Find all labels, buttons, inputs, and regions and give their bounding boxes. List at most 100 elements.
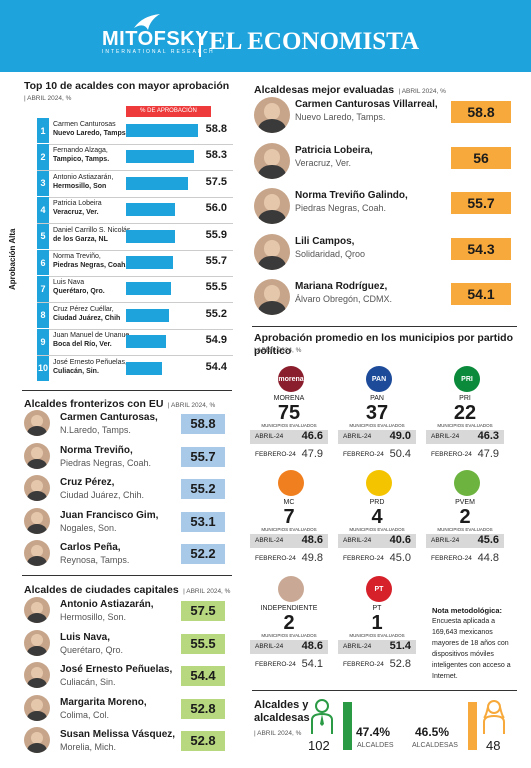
avatar	[254, 233, 290, 270]
top10-subtitle: | ABRIL 2024, %	[24, 95, 72, 102]
avatar	[24, 540, 50, 566]
bird-logo-icon	[134, 14, 160, 30]
party-count: 7	[283, 506, 295, 528]
abril-row: ABRIL-24 45.6	[426, 534, 504, 548]
person-name: Cruz Pérez,	[60, 477, 115, 488]
row-divider	[37, 249, 233, 251]
nota-title: Nota metodológica:	[432, 606, 503, 615]
top10-name: Luis Nava Querétaro, Qro.	[53, 278, 105, 296]
top10-name: Carmen Canturosas Nuevo Laredo, Tamps.	[53, 120, 128, 138]
person-name: Norma Treviño,	[60, 444, 133, 456]
febrero-value: 49.8	[301, 552, 323, 564]
party-logo-icon: PRI	[454, 366, 480, 392]
avatar	[24, 662, 50, 688]
avatar	[254, 97, 290, 133]
municipios-label: MUNICIPIOS EVALUADOS	[349, 423, 405, 428]
bar	[126, 150, 195, 164]
party-count: 2	[283, 612, 295, 634]
value-box: 52.2	[181, 544, 225, 564]
person-city: Reynosa, Tamps.	[60, 555, 130, 565]
person-city: Piedras Negras, Coah.	[60, 457, 152, 468]
avatar	[24, 442, 50, 469]
divider	[22, 390, 232, 391]
value-box: 52.8	[181, 698, 225, 719]
febrero-row: FEBRERO-24 47.9	[426, 448, 504, 462]
abril-value: 48.6	[301, 640, 323, 652]
name-line1: Norma Treviño,	[53, 253, 101, 260]
febrero-row: FEBRERO-24 45.0	[338, 552, 416, 566]
febrero-row: FEBRERO-24 52.8	[338, 658, 416, 672]
rank-badge: 1	[37, 118, 49, 144]
mitofsky-logo: MITOFSKY INTERNATIONAL RESEARCH	[102, 28, 215, 55]
bar-value: 58.3	[205, 149, 227, 162]
person-city: Culiacán, Sin.	[60, 677, 116, 687]
rank-badge: 5	[37, 223, 49, 249]
febrero-value: 44.8	[477, 552, 499, 564]
bar-value: 55.9	[205, 228, 227, 241]
person-name: Juan Francisco Gim,	[60, 509, 159, 521]
person-name: Mariana Rodríguez,	[295, 281, 388, 292]
row-divider	[37, 328, 233, 330]
bar	[126, 124, 199, 137]
party-logo-icon: PT	[366, 576, 392, 602]
party-name: MC	[283, 499, 295, 506]
rank-badge: 6	[37, 250, 49, 276]
top10-title: Top 10 de acaldes con mayor aprobación	[24, 80, 230, 92]
divider	[252, 690, 517, 691]
avatar	[24, 629, 50, 656]
bar	[126, 229, 175, 243]
person-city: Álvaro Obregón, CDMX.	[295, 294, 393, 304]
abril-label: ABRIL-24	[255, 537, 284, 544]
name-line1: Luis Nava	[53, 279, 85, 287]
value-box: 56	[451, 146, 511, 169]
value-box: 52.8	[181, 731, 225, 751]
alcaldes-count: 102	[308, 738, 330, 753]
row-divider	[37, 302, 233, 304]
value-box: 53.1	[181, 511, 225, 532]
person-city: Colima, Col.	[60, 709, 110, 720]
alcaldes-label: ALCALDES	[357, 742, 394, 749]
value-box: 54.4	[181, 666, 225, 686]
name-line1: Juan Manuel de Unanue,	[53, 332, 132, 340]
top10-name: Daniel Carrillo S. Nicolás de los Garza, …	[53, 226, 130, 244]
municipios-label: MUNICIPIOS EVALUADOS	[261, 423, 317, 428]
name-line1: Patricia Lobeira	[53, 200, 102, 208]
value-box: 55.2	[181, 479, 225, 499]
abril-value: 46.3	[477, 430, 499, 442]
rank-badge: 9	[37, 329, 49, 355]
top10-name: Fernando Alzaga, Tampico, Tamps.	[53, 146, 109, 164]
partidos-title: Aprobación promedio en los municipios po…	[254, 332, 514, 357]
top10-name: Cruz Pérez Cuéllar, Ciudad Juárez, Chih	[53, 305, 120, 323]
febrero-value: 54.1	[301, 658, 323, 670]
name-line2: de los Garza, NL	[53, 235, 108, 243]
rank-badge: 8	[37, 302, 49, 329]
alcaldesas-label: ALCALDESAS	[412, 742, 458, 749]
alcaldesas-title: Alcaldesas mejor evaluadas | ABRIL 2024,…	[254, 84, 446, 96]
header-banner: MITOFSKY INTERNATIONAL RESEARCH EL ECONOM…	[0, 0, 531, 72]
person-name: Luis Nava,	[60, 631, 111, 643]
avatar	[254, 142, 290, 179]
party-logo-icon: PAN	[366, 366, 392, 392]
party-logo-icon	[278, 576, 304, 602]
abril-row: ABRIL-24 46.3	[426, 430, 504, 444]
abril-value: 49.0	[389, 430, 411, 442]
bar-value: 55.5	[205, 281, 227, 294]
person-city: N.Laredo, Tamps.	[60, 425, 131, 435]
person-name: Norma Treviño Galindo,	[295, 190, 408, 201]
alcaldes-pct: 47.4%	[356, 725, 391, 739]
municipios-label: MUNICIPIOS EVALUADOS	[437, 527, 493, 532]
abril-label: ABRIL-24	[343, 433, 372, 440]
abril-row: ABRIL-24 49.0	[338, 430, 416, 444]
abril-row: ABRIL-24 46.6	[250, 430, 328, 444]
abril-label: ABRIL-24	[431, 433, 460, 440]
rank-badge: 10	[37, 355, 49, 381]
man-icon	[311, 699, 333, 734]
abril-value: 46.6	[301, 430, 323, 442]
name-line1: Daniel Carrillo S. Nicolás	[53, 226, 131, 234]
alcaldesas-count: 48	[486, 738, 501, 753]
bar-label: % DE APROBACIÓN	[126, 106, 211, 117]
rank-badge: 3	[37, 170, 49, 197]
avatar	[24, 694, 50, 721]
party-count: 75	[277, 402, 301, 424]
febrero-value: 45.0	[389, 552, 411, 564]
